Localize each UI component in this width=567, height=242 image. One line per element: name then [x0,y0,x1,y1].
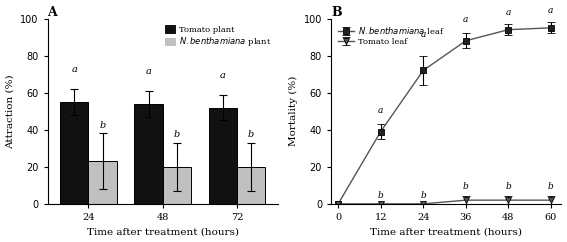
Text: a: a [421,30,426,39]
Text: a: a [378,106,383,115]
Text: b: b [99,121,105,130]
X-axis label: Time after treatment (hours): Time after treatment (hours) [370,227,522,236]
Text: b: b [463,182,469,191]
X-axis label: Time after treatment (hours): Time after treatment (hours) [87,227,239,236]
Text: b: b [505,182,511,191]
Text: a: a [506,8,511,17]
Legend: Tomato plant, $\it{N. benthamiana}$ plant: Tomato plant, $\it{N. benthamiana}$ plan… [163,23,274,51]
Text: a: a [463,15,468,24]
Text: b: b [420,191,426,200]
Y-axis label: Mortality (%): Mortality (%) [289,76,298,146]
Text: b: b [548,182,554,191]
Text: B: B [331,6,342,19]
Legend: $\it{N. benthamiana}$ leaf, Tomato leaf: $\it{N. benthamiana}$ leaf, Tomato leaf [335,23,447,48]
Text: b: b [174,130,180,139]
Text: b: b [378,191,383,200]
Bar [237,167,265,204]
Bar [88,161,117,204]
Text: a: a [71,65,77,74]
Bar [60,102,88,204]
Text: a: a [220,71,226,80]
Bar [163,167,191,204]
Y-axis label: Attraction (%): Attraction (%) [6,74,15,149]
Text: a: a [146,67,151,76]
Text: b: b [248,130,254,139]
Bar [209,107,237,204]
Bar [134,104,163,204]
Text: A: A [48,6,57,19]
Text: a: a [548,6,553,15]
